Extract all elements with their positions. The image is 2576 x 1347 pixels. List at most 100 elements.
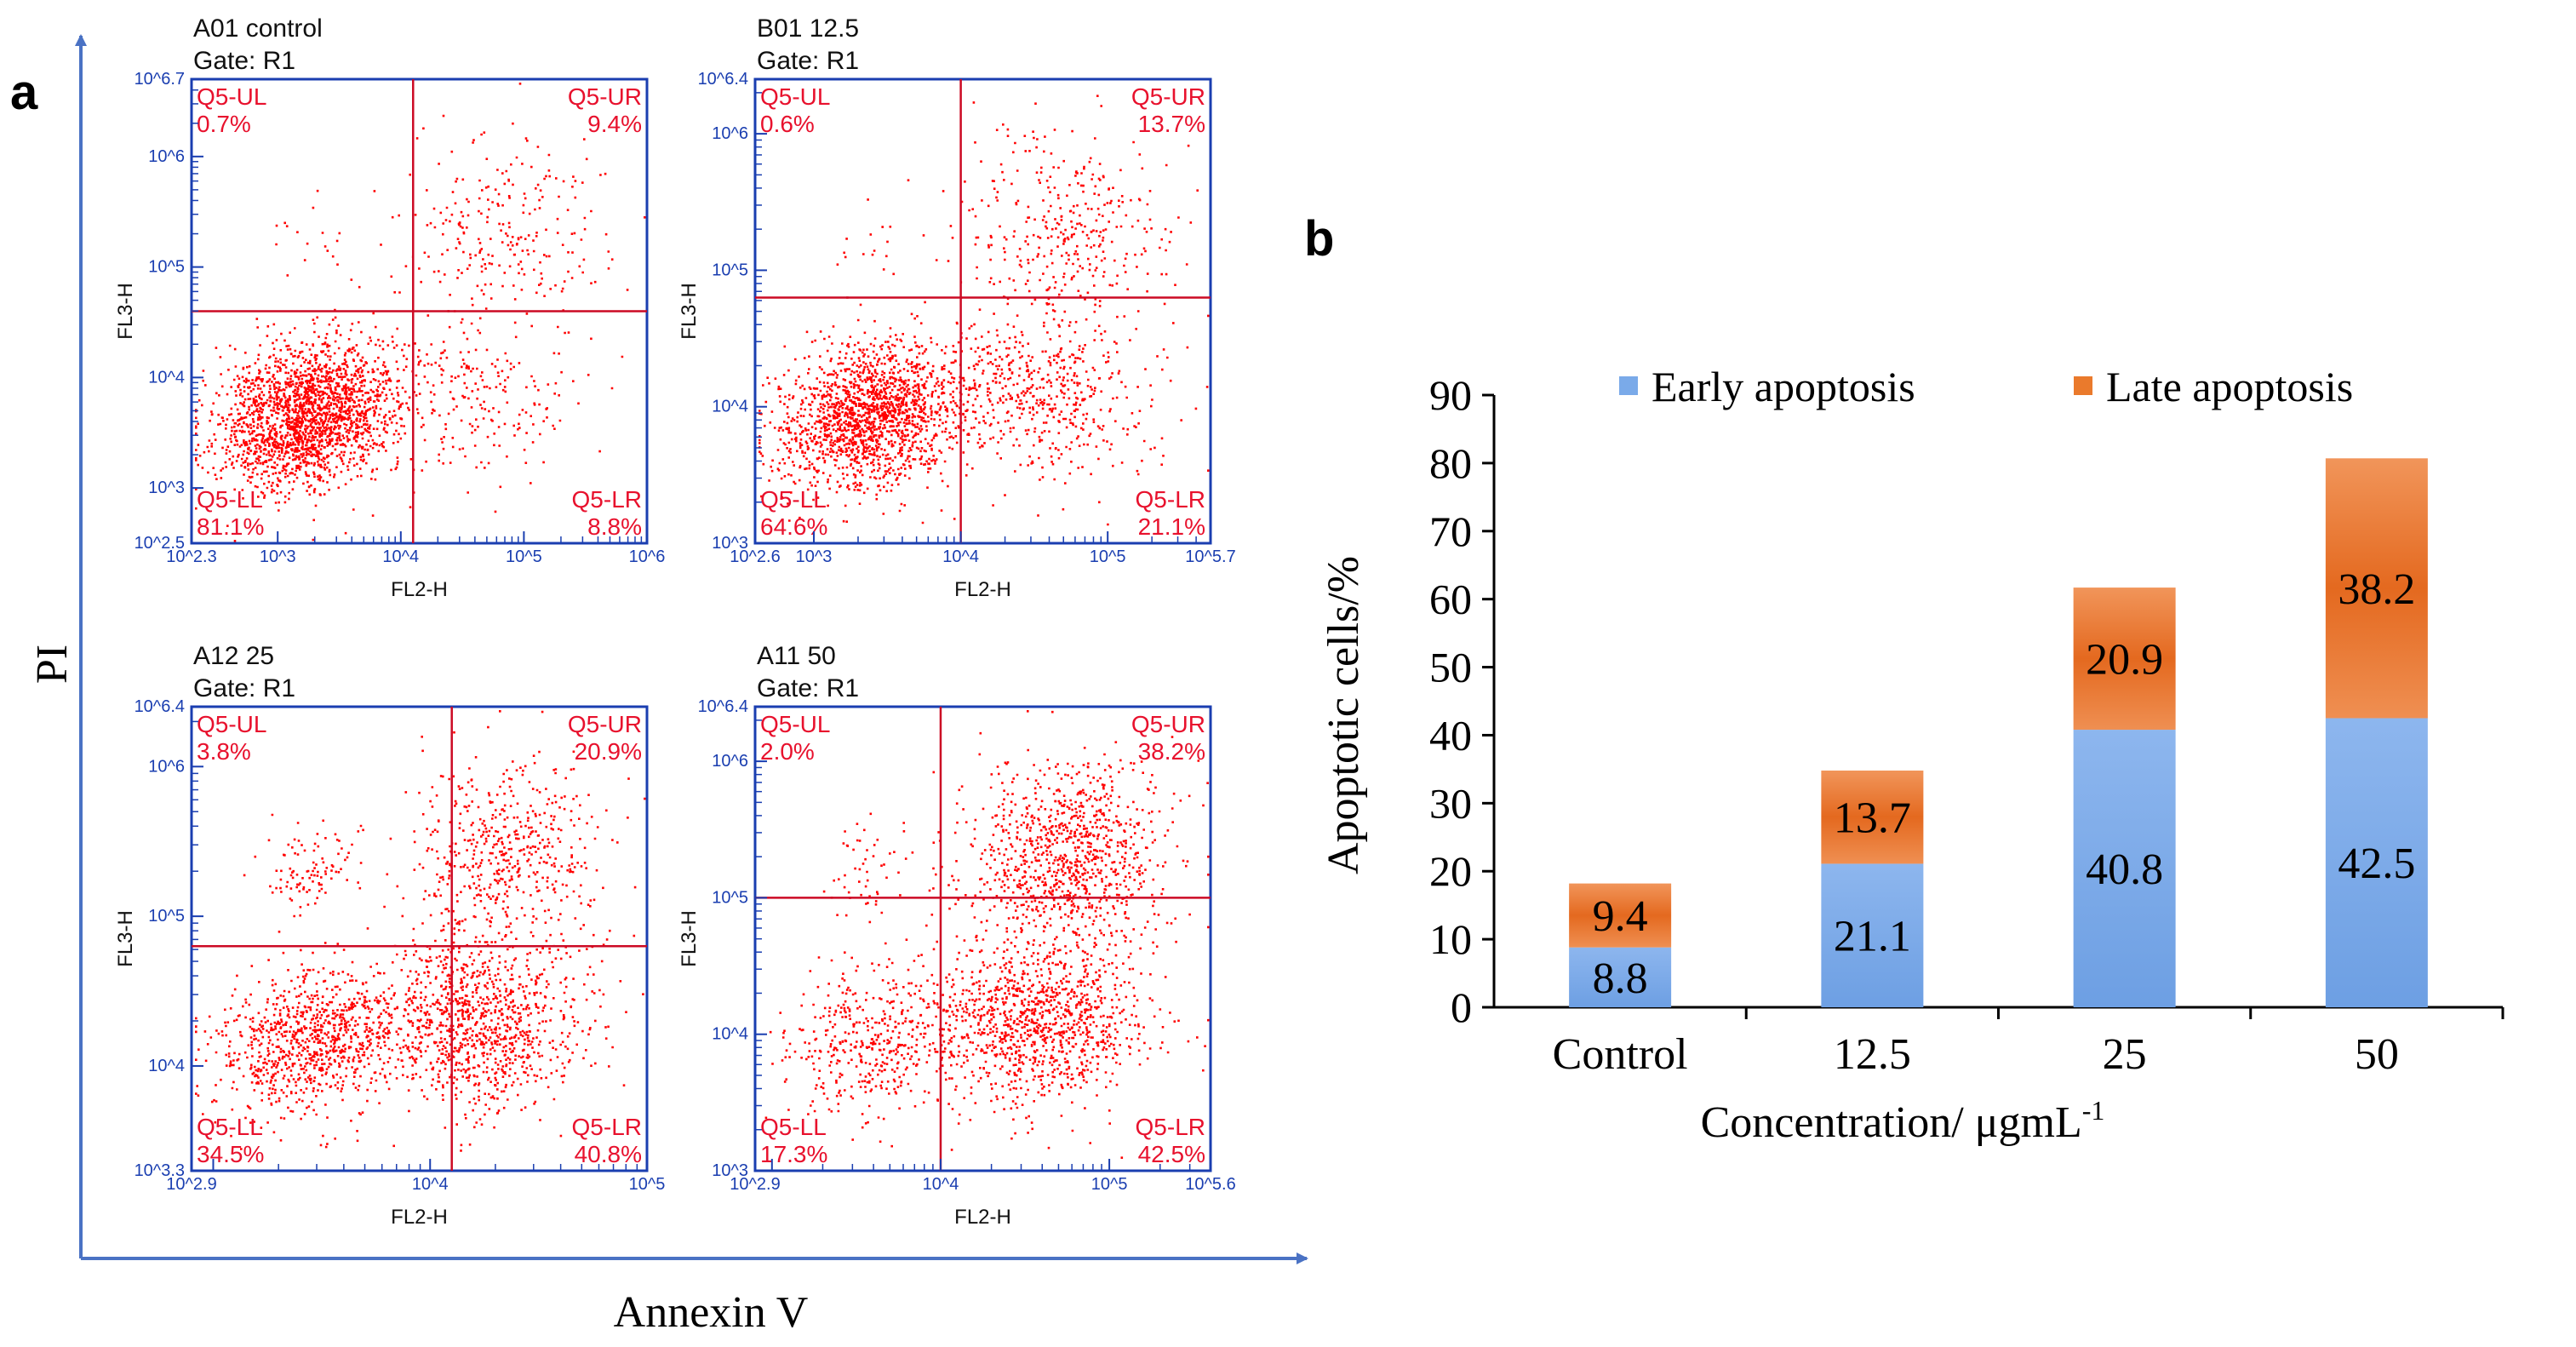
x-tick-label: 25: [2103, 1030, 2147, 1079]
y-tick-label: 10^3: [712, 534, 748, 553]
quadrant-lr-value: 21.1%: [1138, 513, 1205, 540]
plot-frame: [753, 77, 1212, 545]
x-tick-label: 10^3: [796, 547, 833, 566]
x-tick-label: 50: [2355, 1030, 2399, 1079]
quadrant-ll-value: 64.6%: [760, 513, 827, 540]
data-label-early-3: 42.5: [2338, 840, 2415, 888]
plot-x-label: FL2-H: [391, 1206, 448, 1229]
data-label-late-0: 9.4: [1593, 892, 1648, 941]
annexin-axis-label: Annexin V: [614, 1288, 809, 1337]
bar-early-3: [2325, 718, 2428, 1007]
scatter-dots: [195, 710, 646, 1152]
y-tick-label: 10^4: [148, 368, 185, 387]
y-tick-label: 60: [1429, 576, 1472, 623]
y-tick-label: 10: [1429, 915, 1472, 963]
x-axis-title-sup: -1: [2082, 1095, 2105, 1126]
x-tick-label: Control: [1553, 1030, 1688, 1079]
y-tick-label: 80: [1429, 439, 1472, 487]
quadrant-ul-value: 3.8%: [197, 738, 251, 765]
x-tick-label: 10^3: [260, 547, 296, 566]
y-tick-label: 10^5: [712, 888, 748, 907]
x-tick-label: 10^5.7: [1185, 547, 1235, 566]
x-tick-label: 10^5.6: [1185, 1175, 1235, 1194]
bar-late-3: [2325, 458, 2428, 719]
legend-swatch-late: [2074, 376, 2092, 395]
y-tick-label: 10^2.5: [135, 534, 185, 553]
scatter-points: [764, 710, 1210, 1159]
bar-late-0: [1569, 883, 1672, 948]
y-tick-label: 30: [1429, 779, 1472, 827]
y-tick-label: 40: [1429, 711, 1472, 759]
panel-b-label: b: [1304, 211, 1334, 267]
legend-swatch-early: [1619, 376, 1638, 395]
pi-axis-label: PI: [28, 645, 77, 684]
y-tick-label: 10^6.7: [135, 70, 185, 89]
quadrant-ur-value: 38.2%: [1138, 738, 1205, 765]
quadrant-lr-name: Q5-LR: [1136, 1114, 1205, 1140]
y-tick-label: 10^3.3: [135, 1161, 185, 1180]
plot-title: A11 50: [757, 642, 836, 670]
bar-early-1: [1821, 863, 1924, 1007]
y-tick-label: 10^3: [712, 1161, 748, 1180]
quadrant-ur-value: 13.7%: [1138, 111, 1205, 137]
data-label-late-3: 38.2: [2338, 565, 2415, 614]
plot-gate: Gate: R1: [757, 674, 859, 702]
quadrant-ur-name: Q5-UR: [568, 711, 642, 737]
y-tick-label: 90: [1429, 371, 1472, 419]
quadrant-ur-name: Q5-UR: [1131, 83, 1205, 110]
bar-late-2: [2073, 588, 2176, 731]
bar-series: 8.8 9.4 21.1 13.7 40.8 20.9 42.5 38.2: [1569, 458, 2428, 1007]
y-tick-label: 10^6.4: [698, 70, 748, 89]
x-tick-label: 10^5: [1091, 1175, 1128, 1194]
quadrant-ll-name: Q5-LL: [760, 486, 827, 513]
y-tick-label: 10^6: [148, 147, 185, 166]
legend: Early apoptosis Late apoptosis: [1619, 363, 2353, 410]
x-tick-label: 10^2.6: [730, 547, 780, 566]
quadrant-ur-value: 20.9%: [575, 738, 642, 765]
quadrant-ul-name: Q5-UL: [760, 83, 830, 110]
x-tick-label: 10^5: [506, 547, 542, 566]
data-label-early-0: 8.8: [1593, 954, 1648, 1003]
plot-x-label: FL2-H: [391, 578, 448, 601]
quadrant-lr-name: Q5-LR: [1136, 486, 1205, 513]
y-tick-label: 10^5: [148, 907, 185, 926]
y-tick-label: 10^5: [148, 258, 185, 277]
y-tick-label: 10^5: [712, 261, 748, 279]
x-tick-label: 10^6: [629, 547, 666, 566]
panel-a-label: a: [10, 65, 38, 120]
plot-title: A01 control: [193, 14, 323, 43]
y-tick-label: 10^6.4: [698, 697, 748, 716]
data-label-early-1: 21.1: [1834, 913, 1911, 961]
quadrant-ul-name: Q5-UL: [197, 83, 266, 110]
quadrant-ur-name: Q5-UR: [568, 83, 642, 110]
quadrant-ul-name: Q5-UL: [760, 711, 830, 737]
data-label-late-2: 20.9: [2086, 636, 2163, 685]
y-tick-label: 10^6: [712, 752, 748, 771]
plot-frame: [190, 705, 649, 1172]
plot-y-label: FL3-H: [678, 283, 701, 340]
x-tick-label: 10^2.9: [166, 1175, 216, 1194]
y-tick-label: 70: [1429, 507, 1472, 555]
quadrant-lr-value: 8.8%: [587, 513, 642, 540]
scatter-points: [195, 710, 646, 1152]
plot-gate: Gate: R1: [193, 674, 295, 702]
x-tick-label: 12.5: [1834, 1030, 1911, 1079]
plot-title: B01 12.5: [757, 14, 859, 43]
dot-plot-control: A01 control Gate: R1 Q5-UL0.7% Q5-UR9.4% Q5-…: [114, 14, 665, 601]
plot-y-label: FL3-H: [678, 910, 701, 967]
plot-gate: Gate: R1: [757, 47, 859, 75]
quadrant-ul-value: 0.6%: [760, 111, 815, 137]
data-label-early-2: 40.8: [2086, 845, 2163, 894]
y-tick-label: 10^6.4: [135, 697, 185, 716]
y-axis-title: Apoptotic cells/%: [1319, 556, 1368, 874]
scatter-points: [195, 83, 646, 542]
plot-x-label: FL2-H: [954, 1206, 1011, 1229]
plot-title: A12 25: [193, 642, 274, 670]
quadrant-ll-value: 81.1%: [197, 513, 264, 540]
data-label-late-1: 13.7: [1834, 794, 1911, 843]
y-tick-label: 10^4: [148, 1057, 185, 1075]
